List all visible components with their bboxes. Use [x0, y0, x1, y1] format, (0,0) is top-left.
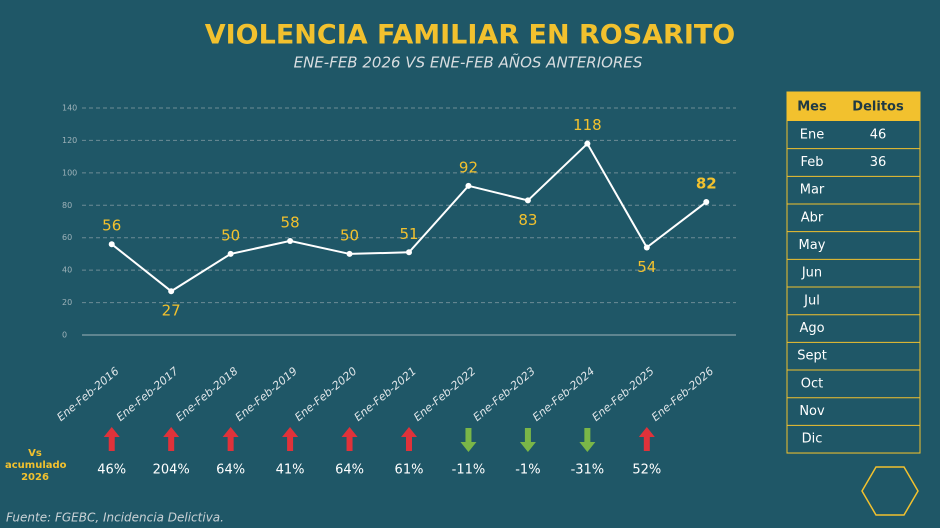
data-label: 83: [518, 211, 537, 229]
point: [287, 237, 294, 244]
table-header: Mes: [797, 100, 827, 115]
trend-arrow: [222, 427, 239, 451]
source: Fuente: FGEBC, Incidencia Delictiva.: [6, 511, 224, 525]
point: [643, 244, 650, 251]
table-month: Jun: [801, 266, 822, 281]
x-tick-label: Ene-Feb-2023: [471, 365, 538, 424]
comparison-label: Vs acumulado 2026: [5, 448, 67, 483]
y-tick-label: 140: [62, 104, 77, 113]
y-tick-label: 80: [62, 201, 72, 210]
table-value: 36: [870, 155, 887, 170]
percent-label: 64%: [216, 463, 245, 478]
point: [584, 140, 591, 147]
trend-arrow: [519, 428, 536, 452]
trend-arrow: [163, 427, 180, 451]
x-tick-label: Ene-Feb-2025: [590, 365, 657, 424]
percent-label: 64%: [335, 463, 364, 478]
table-month: Dic: [802, 432, 823, 447]
data-label: 56: [102, 217, 121, 235]
y-tick-label: 0: [62, 331, 67, 340]
point: [227, 250, 234, 257]
table-header: Delitos: [852, 100, 904, 115]
percent-label: 46%: [97, 463, 126, 478]
point: [168, 288, 175, 295]
chart-subtitle: ENE-FEB 2026 VS ENE-FEB AÑOS ANTERIORES: [294, 53, 643, 72]
data-label: 27: [162, 302, 181, 320]
point: [346, 250, 353, 257]
trend-arrow: [341, 427, 358, 451]
x-tick-label: Ene-Feb-2020: [292, 365, 359, 424]
data-label: 82: [696, 175, 717, 193]
x-tick-label: Ene-Feb-2016: [54, 365, 121, 424]
table-month: Nov: [799, 404, 825, 419]
percent-label: 41%: [276, 463, 305, 478]
percent-label: 61%: [395, 463, 424, 478]
percent-label: 204%: [153, 463, 190, 478]
trend-arrow: [401, 427, 417, 451]
y-tick-label: 20: [62, 298, 72, 307]
table-header-bg: [787, 92, 920, 121]
table-month: Sept: [797, 349, 827, 364]
table-month: Oct: [801, 376, 823, 391]
trend-arrow: [638, 427, 655, 451]
point: [108, 241, 115, 248]
data-label: 54: [637, 258, 656, 276]
data-label: 50: [221, 226, 240, 244]
trend-arrow: [460, 428, 477, 452]
table-month: Jul: [803, 293, 820, 308]
percent-label: -11%: [452, 463, 486, 478]
x-tick-label: Ene-Feb-2017: [114, 365, 181, 424]
table-value: 46: [870, 127, 887, 142]
trend-arrow: [579, 428, 596, 452]
data-label: 58: [281, 213, 300, 231]
x-tick-label: Ene-Feb-2018: [173, 365, 240, 424]
y-tick-label: 40: [62, 266, 72, 275]
data-label: 92: [459, 158, 478, 176]
percent-label: -31%: [571, 463, 605, 478]
table-month: Ago: [799, 321, 824, 336]
table-month: Feb: [800, 155, 823, 170]
percent-label: -1%: [515, 463, 540, 478]
data-label: 51: [399, 225, 418, 243]
data-label: 50: [340, 226, 359, 244]
trend-arrow: [282, 427, 299, 451]
point: [406, 249, 412, 256]
y-tick-label: 100: [62, 168, 77, 177]
hexagon-decoration: [861, 466, 919, 516]
percent-label: 52%: [632, 463, 661, 478]
chart-title: VIOLENCIA FAMILIAR EN ROSARITO: [205, 20, 736, 51]
point: [524, 197, 531, 204]
table-month: Abr: [801, 210, 824, 225]
trend-arrow: [103, 427, 120, 451]
y-tick-label: 60: [62, 233, 72, 242]
x-tick-label: Ene-Feb-2019: [233, 365, 300, 424]
table-month: Mar: [800, 183, 825, 198]
data-label: 118: [573, 116, 602, 134]
x-tick-label: Ene-Feb-2024: [530, 365, 597, 424]
y-tick-label: 120: [62, 136, 77, 145]
line: [111, 142, 707, 293]
point: [703, 199, 710, 206]
x-tick-label: Ene-Feb-2026: [649, 365, 716, 424]
table-month: May: [799, 238, 826, 253]
x-tick-label: Ene-Feb-2021: [352, 365, 419, 424]
table-month: Ene: [800, 127, 824, 142]
x-tick-label: Ene-Feb-2022: [411, 365, 478, 424]
point: [465, 182, 472, 189]
